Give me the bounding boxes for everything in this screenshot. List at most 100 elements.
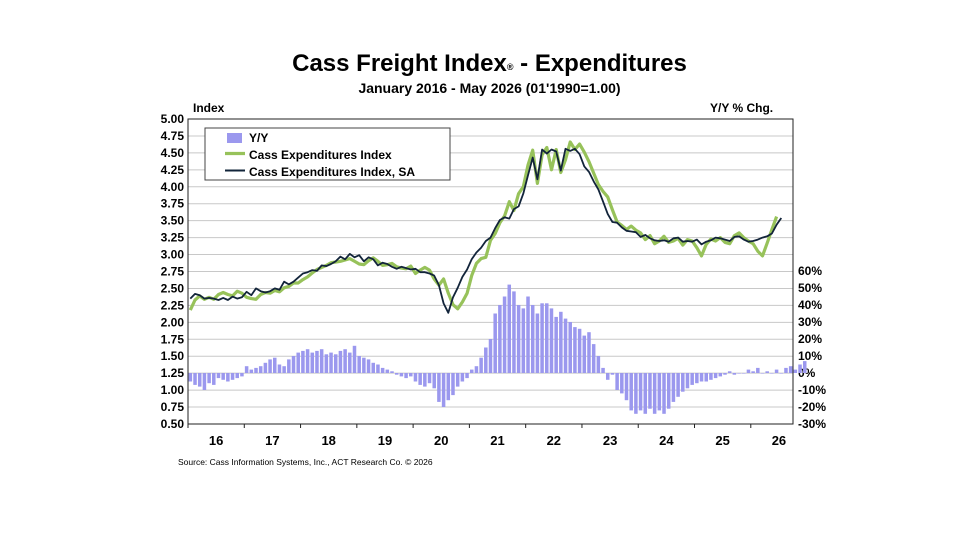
left-tick-label: 4.50 — [161, 146, 185, 160]
yy-bar — [657, 373, 662, 411]
yy-bar — [460, 373, 465, 382]
yy-bar — [709, 373, 713, 380]
yy-bar — [333, 354, 338, 373]
yy-bar — [226, 373, 230, 382]
legend-swatch-yy — [227, 133, 242, 143]
yy-bar — [751, 371, 755, 373]
yy-bar — [676, 373, 680, 397]
yy-bar — [399, 373, 404, 377]
yy-bar — [348, 352, 352, 373]
yy-bar — [329, 352, 333, 373]
left-tick-label: 3.00 — [161, 248, 185, 262]
yy-bar — [624, 373, 629, 401]
yy-bar — [413, 373, 418, 382]
yy-bar — [479, 357, 483, 373]
chart-title: Cass Freight Index® - Expenditures — [0, 50, 979, 78]
yy-bar — [559, 311, 563, 373]
yy-bar — [441, 373, 446, 407]
yy-bar — [404, 373, 408, 379]
yy-bar — [305, 349, 310, 373]
yy-bar — [376, 364, 380, 373]
yy-bar — [437, 373, 441, 402]
plot-frame — [187, 118, 794, 425]
yy-bar — [638, 373, 643, 411]
yy-bar — [671, 373, 676, 402]
left-tick-label: 2.00 — [161, 315, 185, 329]
yy-bar — [582, 335, 587, 373]
yy-bar — [394, 373, 399, 375]
yy-bar — [273, 357, 277, 373]
yy-bar — [699, 373, 704, 382]
yy-bar — [258, 366, 263, 373]
left-axis-title: Index — [193, 101, 225, 115]
left-tick-label: 4.00 — [161, 180, 185, 194]
yy-bar — [249, 369, 254, 373]
year-tick-label: 26 — [772, 433, 786, 448]
yy-bar — [596, 356, 601, 373]
yy-bar — [319, 349, 324, 373]
legend-label-sa: Cass Expenditures Index, SA — [249, 165, 415, 179]
right-tick-label: 0% — [798, 366, 816, 380]
right-tick-label: 60% — [798, 264, 822, 278]
yy-bar — [338, 350, 343, 373]
right-tick-label: 20% — [798, 332, 822, 346]
yy-bar — [634, 373, 638, 414]
yy-bar — [770, 373, 774, 374]
chart-title-text: Cass Freight Index — [292, 50, 507, 77]
year-tick-label: 17 — [265, 433, 279, 448]
yy-bar — [737, 373, 741, 374]
yy-bar — [605, 373, 610, 380]
left-tick-label: 3.75 — [161, 197, 185, 211]
year-tick-label: 25 — [715, 433, 729, 448]
yy-bar — [498, 305, 502, 373]
left-tick-label: 1.75 — [161, 332, 185, 346]
yy-bar — [526, 296, 530, 373]
year-tick-label: 22 — [547, 433, 561, 448]
right-tick-label: 30% — [798, 315, 822, 329]
yy-bar — [601, 367, 605, 373]
yy-bar — [493, 313, 497, 373]
right-axis-title: Y/Y % Chg. — [710, 101, 774, 115]
yy-bar — [277, 364, 282, 373]
yy-bar — [432, 373, 436, 389]
year-tick-label: 18 — [321, 433, 335, 448]
yy-bar — [549, 308, 554, 373]
legend-label-yy: Y/Y — [249, 131, 268, 145]
left-tick-label: 1.50 — [161, 349, 185, 363]
yy-bar — [563, 318, 568, 373]
yy-bar — [723, 373, 727, 375]
left-tick-label: 2.50 — [161, 281, 185, 295]
yy-bar — [366, 359, 371, 373]
yy-bar — [591, 344, 596, 373]
yy-bar — [704, 373, 708, 382]
yy-bar — [685, 373, 690, 389]
left-tick-label: 0.75 — [161, 400, 185, 414]
yy-bar — [324, 354, 329, 373]
source-note: Source: Cass Information Systems, Inc., … — [178, 457, 433, 467]
yy-bar — [643, 373, 648, 414]
yy-bar — [760, 373, 765, 374]
yy-bar — [385, 369, 390, 373]
yy-bar — [774, 369, 779, 373]
yy-bar — [301, 350, 305, 373]
yy-bar — [362, 357, 366, 373]
year-tick-label: 24 — [659, 433, 674, 448]
yy-bar — [521, 308, 526, 373]
yy-bar — [221, 373, 225, 380]
yy-bar — [718, 373, 723, 377]
yy-bar — [545, 303, 549, 373]
yy-bar — [746, 369, 751, 373]
cass-index-sa-line — [189, 147, 783, 314]
yy-bar — [343, 349, 347, 373]
left-tick-label: 4.75 — [161, 129, 185, 143]
yy-bar — [315, 350, 319, 373]
yy-bar — [788, 366, 793, 373]
legend-box — [204, 127, 451, 181]
yy-bar — [282, 366, 286, 373]
yy-bar — [540, 303, 544, 373]
year-tick-label: 19 — [378, 433, 392, 448]
yy-bar — [193, 373, 197, 385]
yy-bar — [484, 347, 488, 373]
yy-bar — [507, 284, 512, 373]
